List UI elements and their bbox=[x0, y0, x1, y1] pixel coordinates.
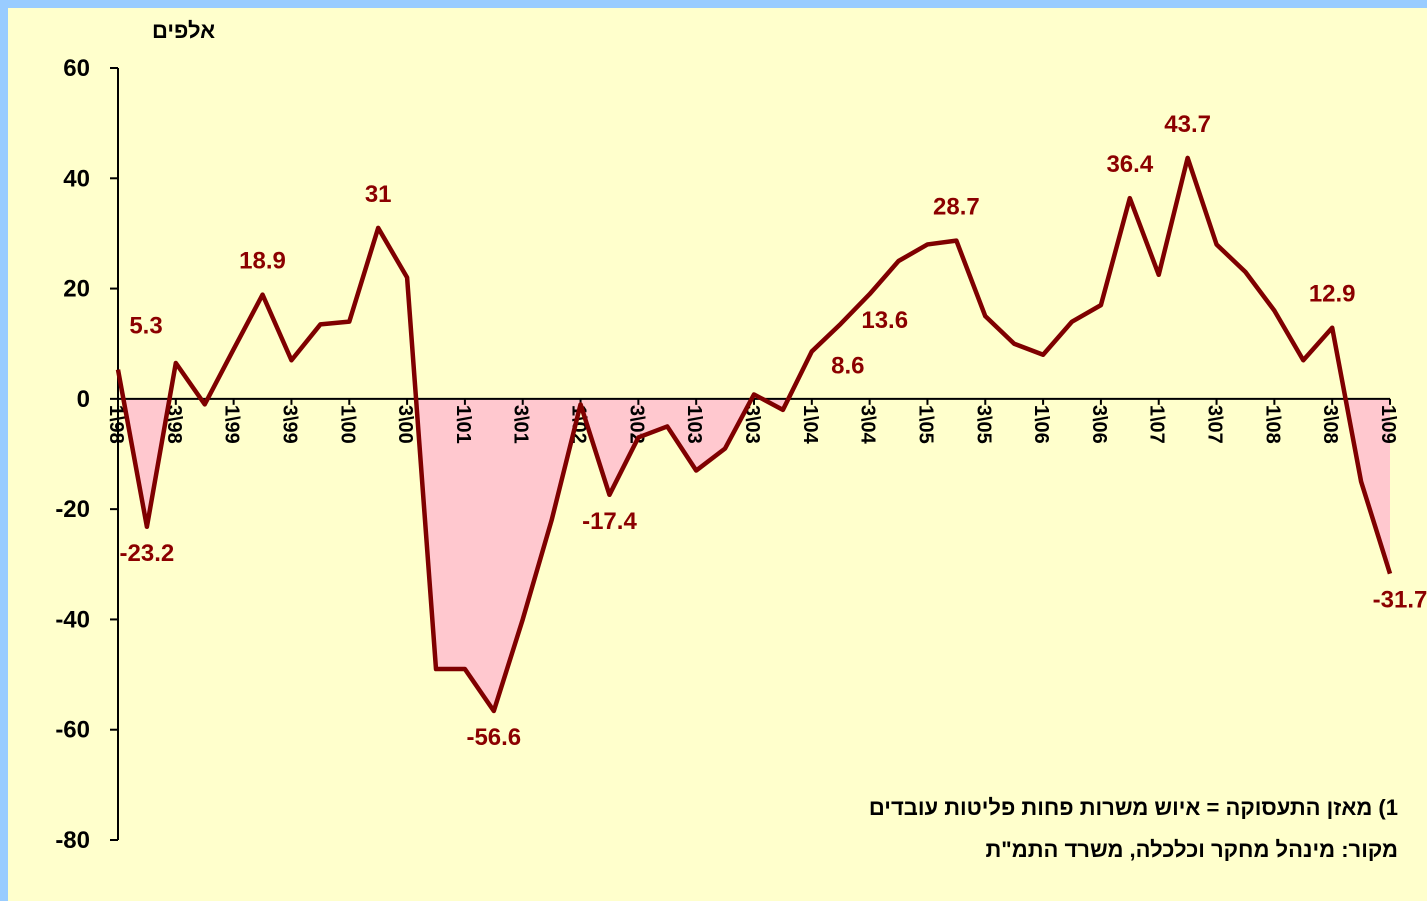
x-tick-label: 3\01 bbox=[510, 405, 532, 444]
data-label: -17.4 bbox=[582, 508, 637, 535]
note: מקור: מינהל מחקר וכלכלה, משרד התמ"ת bbox=[986, 837, 1399, 862]
x-tick-label: 1\99 bbox=[221, 405, 243, 444]
data-label: 12.9 bbox=[1309, 281, 1356, 308]
y-tick-label: 0 bbox=[77, 386, 90, 413]
x-tick-label: 3\06 bbox=[1088, 405, 1110, 444]
x-tick-label: 1\01 bbox=[452, 405, 474, 444]
x-tick-label: 3\05 bbox=[972, 405, 994, 444]
y-axis-label: אלפים bbox=[152, 18, 215, 43]
x-tick-label: 3\08 bbox=[1319, 405, 1341, 444]
x-tick-label: 3\00 bbox=[394, 405, 416, 444]
data-label: -23.2 bbox=[120, 540, 175, 567]
x-tick-label: 1\06 bbox=[1030, 405, 1052, 444]
x-tick-label: 1\09 bbox=[1377, 405, 1399, 444]
x-tick-label: 1\04 bbox=[799, 405, 821, 445]
y-tick-label: 40 bbox=[63, 165, 90, 192]
x-tick-label: 1\07 bbox=[1146, 405, 1168, 444]
x-tick-label: 1\08 bbox=[1261, 405, 1283, 444]
x-tick-label: 3\99 bbox=[278, 405, 300, 444]
y-tick-label: 20 bbox=[63, 276, 90, 303]
note: 1) מאזן התעסוקה = איוש משרות פחות פליטות… bbox=[869, 795, 1398, 820]
data-label: 5.3 bbox=[129, 313, 162, 340]
y-tick-label: -20 bbox=[55, 496, 90, 523]
data-label: 43.7 bbox=[1164, 111, 1211, 138]
x-tick-label: 1\00 bbox=[336, 405, 358, 444]
data-label: 31 bbox=[365, 181, 392, 208]
x-tick-label: 3\07 bbox=[1204, 405, 1226, 444]
data-label: -31.7 bbox=[1373, 587, 1427, 614]
y-tick-label: -40 bbox=[55, 606, 90, 633]
data-label: -56.6 bbox=[466, 724, 521, 751]
data-label: 8.6 bbox=[831, 352, 864, 379]
x-tick-label: 1\03 bbox=[683, 405, 705, 444]
data-label: 28.7 bbox=[933, 194, 980, 221]
x-tick-label: 3\04 bbox=[857, 405, 879, 445]
y-tick-label: 60 bbox=[63, 55, 90, 82]
data-label: 36.4 bbox=[1106, 151, 1153, 178]
x-tick-label: 1\98 bbox=[105, 405, 127, 444]
data-label: 18.9 bbox=[239, 248, 286, 275]
y-tick-label: -60 bbox=[55, 717, 90, 744]
negative-area bbox=[123, 398, 1390, 711]
x-tick-label: 1\05 bbox=[914, 405, 936, 444]
line bbox=[115, 155, 1393, 714]
x-tick-label: 3\03 bbox=[741, 405, 763, 444]
data-label: 13.6 bbox=[861, 307, 908, 334]
y-tick-label: -80 bbox=[55, 827, 90, 854]
